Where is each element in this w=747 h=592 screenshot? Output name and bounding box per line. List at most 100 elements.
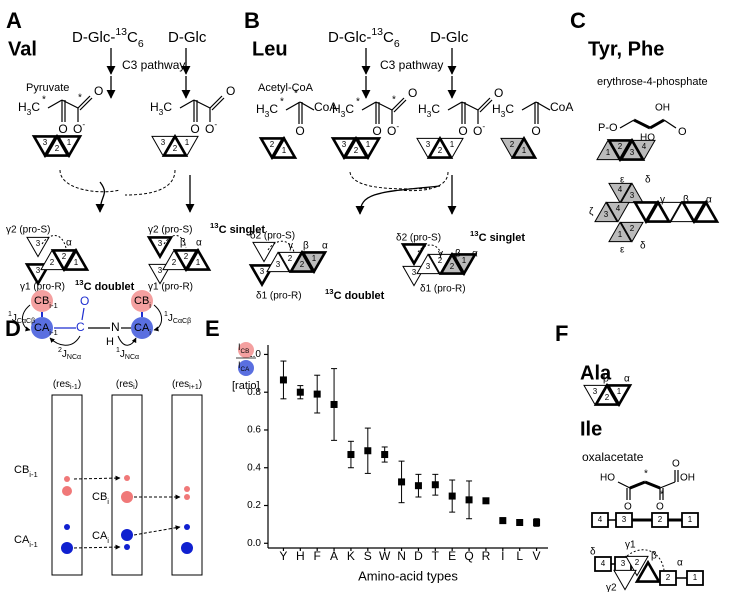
cb-peak <box>124 475 130 481</box>
label: γ <box>438 249 443 260</box>
label-part: CB <box>241 348 250 355</box>
label: O <box>226 84 235 98</box>
label: CAi <box>134 322 151 337</box>
carbon-number: 2 <box>354 146 359 155</box>
label-part: CA <box>14 534 30 546</box>
label-part: NCα <box>125 354 139 361</box>
ca-atom <box>31 317 53 339</box>
carbon-triangle <box>510 135 538 159</box>
connector <box>267 240 295 253</box>
ca-peak <box>64 524 70 530</box>
carbon-number: 1 <box>67 138 72 147</box>
cb-peak <box>62 486 72 496</box>
label-part: 13 <box>210 221 219 230</box>
bond <box>361 101 377 111</box>
label: * <box>294 89 298 100</box>
label: O <box>678 126 687 138</box>
carbon-number: 2 <box>50 258 55 267</box>
x-tick-label: S <box>364 549 372 563</box>
carbon-number: 3 <box>158 239 163 248</box>
carbon-triangle <box>62 247 90 271</box>
x-tick-label: Q <box>464 549 473 563</box>
label-part: i <box>107 536 109 545</box>
label: O <box>624 502 632 513</box>
label-part: 13 <box>115 26 127 38</box>
carbon-number: 1 <box>606 148 611 157</box>
label: O <box>494 86 503 100</box>
bond <box>133 525 181 536</box>
label: O <box>94 84 103 98</box>
label: D-Glc-13C6 <box>328 26 400 50</box>
panel-title: Ile <box>580 418 602 440</box>
bond <box>619 119 635 129</box>
label: CBi-1 <box>14 464 38 479</box>
connector <box>153 304 162 332</box>
label: O <box>656 502 664 513</box>
label: O <box>190 122 199 136</box>
connector <box>49 335 81 346</box>
label: CAi-1 <box>14 534 38 549</box>
label: α <box>624 374 630 385</box>
data-point <box>347 451 355 459</box>
carbon-number: 2 <box>55 144 60 153</box>
methyl: H3C <box>256 102 278 119</box>
carbon-number: 3 <box>630 148 635 157</box>
label: δ2 (pro-S) <box>250 231 295 242</box>
carbon-triangle <box>608 182 632 204</box>
label-part: i-1 <box>29 540 38 549</box>
label-part: H <box>492 102 501 116</box>
data-point <box>364 447 372 455</box>
label: β <box>180 238 186 249</box>
x-axis-label: Amino-acid types <box>358 568 458 583</box>
methyl: H3C <box>418 102 440 119</box>
label-part: 3 <box>501 109 506 119</box>
y-tick-label: 1.0 <box>247 349 261 360</box>
panel-title: Val <box>8 38 37 60</box>
carbon-number: 3 <box>158 266 163 275</box>
carbon-number: 3 <box>593 387 598 396</box>
label: OH <box>655 103 670 114</box>
label-part: C <box>269 102 278 116</box>
label-part: - <box>214 119 217 129</box>
bond <box>73 475 121 481</box>
carbon-number: 2 <box>62 252 67 261</box>
label-part: i-1 <box>70 384 78 391</box>
carbon-triangle <box>632 139 656 161</box>
label: ICB <box>238 342 249 355</box>
label: δ2 (pro-S) <box>396 233 441 244</box>
x-tick-label: I <box>501 549 504 563</box>
connector <box>355 185 441 215</box>
label: 13C doublet <box>75 278 135 293</box>
carbon-triangle <box>613 569 637 591</box>
carbon-triangle <box>634 559 662 583</box>
label: δ1 (pro-R) <box>420 284 466 295</box>
bond <box>617 481 631 489</box>
label-part: 13 <box>325 287 334 296</box>
label-part: ) <box>78 379 81 390</box>
carbon-triangle <box>692 199 720 223</box>
carbon-triangle <box>354 137 382 161</box>
bond <box>209 95 223 109</box>
label-part: i <box>107 497 109 506</box>
label-part: J <box>62 349 67 360</box>
carbon-triangle <box>606 201 630 223</box>
connector <box>626 549 665 571</box>
connector <box>163 235 187 249</box>
label-part: 3 <box>341 109 346 119</box>
carbon-number: 3 <box>342 140 347 149</box>
label-part: C <box>345 102 354 116</box>
x-tick-label: D <box>414 549 423 563</box>
label: O <box>372 124 381 138</box>
ca-peak <box>121 529 133 541</box>
label-part: D-Glc- <box>72 29 115 46</box>
label: O- <box>73 119 85 136</box>
label-part: i-1 <box>29 470 38 479</box>
methyl: H3C <box>18 100 40 117</box>
label-part: 3 <box>27 107 32 117</box>
label: γ2 (pro-S) <box>6 225 50 236</box>
label-part: 1 <box>116 347 120 354</box>
label: erythrose-4-phosphate <box>597 76 708 88</box>
bond <box>659 481 676 489</box>
carbon-triangle <box>184 247 212 271</box>
bond <box>447 101 463 111</box>
